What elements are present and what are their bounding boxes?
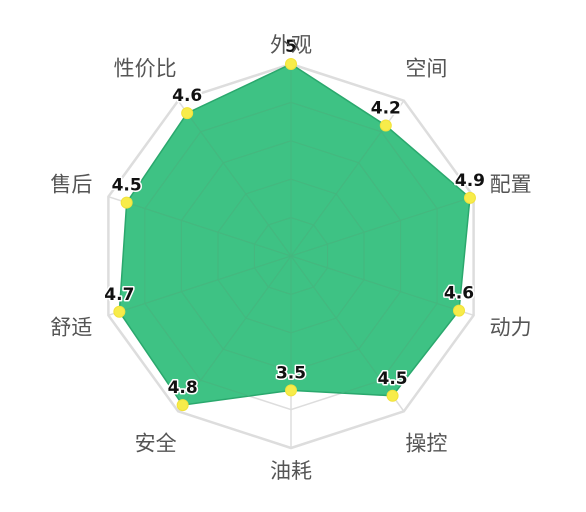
radar-value-labels: 5 4.2 4.9 4.6 4.5 3.5 4.8 4.7 4.5 4.6: [103, 36, 487, 400]
value-label: 4.8: [168, 378, 198, 398]
data-point: [463, 191, 476, 204]
value-label: 4.6: [444, 284, 474, 304]
axis-label: 配置: [490, 172, 532, 196]
value-label: 4.5: [378, 369, 408, 389]
radar-series-area: [118, 63, 471, 406]
data-point: [285, 384, 297, 397]
inner-grid-spoke: [290, 255, 405, 406]
value-label: 4.9: [455, 171, 485, 191]
axis-label: 动力: [490, 316, 532, 340]
data-point: [379, 119, 392, 132]
value-label: 3.5: [276, 363, 306, 383]
data-point: [285, 58, 297, 70]
axis-label: 舒适: [50, 316, 92, 340]
axis-label: 安全: [135, 432, 177, 456]
axis-label: 售后: [50, 172, 92, 196]
data-point: [452, 304, 465, 317]
series-area: [118, 63, 471, 406]
axis-label: 外观: [270, 33, 312, 57]
axis-label: 油耗: [270, 459, 312, 483]
data-point: [181, 107, 194, 120]
inner-grid-ring: [144, 101, 438, 406]
inner-grid-spoke: [177, 100, 292, 257]
inner-grid-spoke: [119, 196, 292, 257]
data-point: [176, 399, 189, 412]
data-point: [386, 389, 399, 402]
value-label: 5: [285, 37, 297, 57]
inner-grid-spoke: [290, 255, 470, 316]
data-point: [113, 305, 126, 318]
axis-label: 空间: [405, 56, 447, 80]
inner-grid-spoke: [290, 196, 470, 257]
radar-markers: [113, 58, 476, 412]
axis-label: 操控: [405, 432, 447, 456]
axis-label: 性价比: [114, 56, 177, 80]
value-label: 4.7: [104, 285, 134, 305]
data-point: [120, 196, 133, 209]
value-label: 4.2: [371, 99, 401, 119]
inner-grid-spoke: [177, 255, 292, 406]
value-label: 4.5: [112, 176, 142, 196]
value-label: 4.6: [172, 86, 202, 106]
inner-grid-spoke: [119, 255, 292, 316]
